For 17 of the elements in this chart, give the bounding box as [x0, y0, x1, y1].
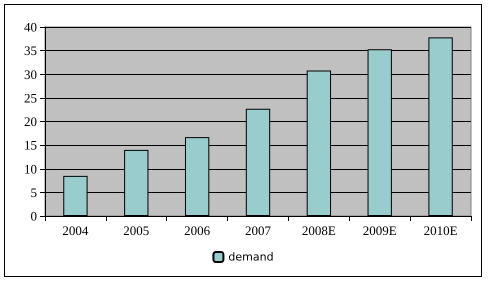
x-tick-label: 2006	[184, 223, 211, 238]
y-tick-label: 20	[24, 114, 37, 129]
y-tick-label: 35	[24, 43, 37, 58]
y-tick-label: 0	[30, 208, 37, 224]
x-tick-label: 2005	[123, 223, 150, 238]
x-tick-label: 2010E	[424, 223, 458, 238]
x-tick-label: 2008E	[302, 223, 336, 238]
x-tick-label: 2007	[245, 223, 272, 238]
y-tick-label: 15	[24, 138, 37, 153]
y-tick-label: 5	[30, 184, 37, 200]
x-tick-label: 2009E	[362, 223, 397, 238]
y-tick-label: 10	[24, 161, 37, 176]
x-tick-label: 2004	[62, 223, 89, 238]
y-tick-label: 30	[24, 66, 37, 82]
y-tick-label: 25	[24, 90, 37, 106]
legend-label: demand	[228, 250, 274, 264]
y-tick-label: 40	[24, 20, 37, 34]
